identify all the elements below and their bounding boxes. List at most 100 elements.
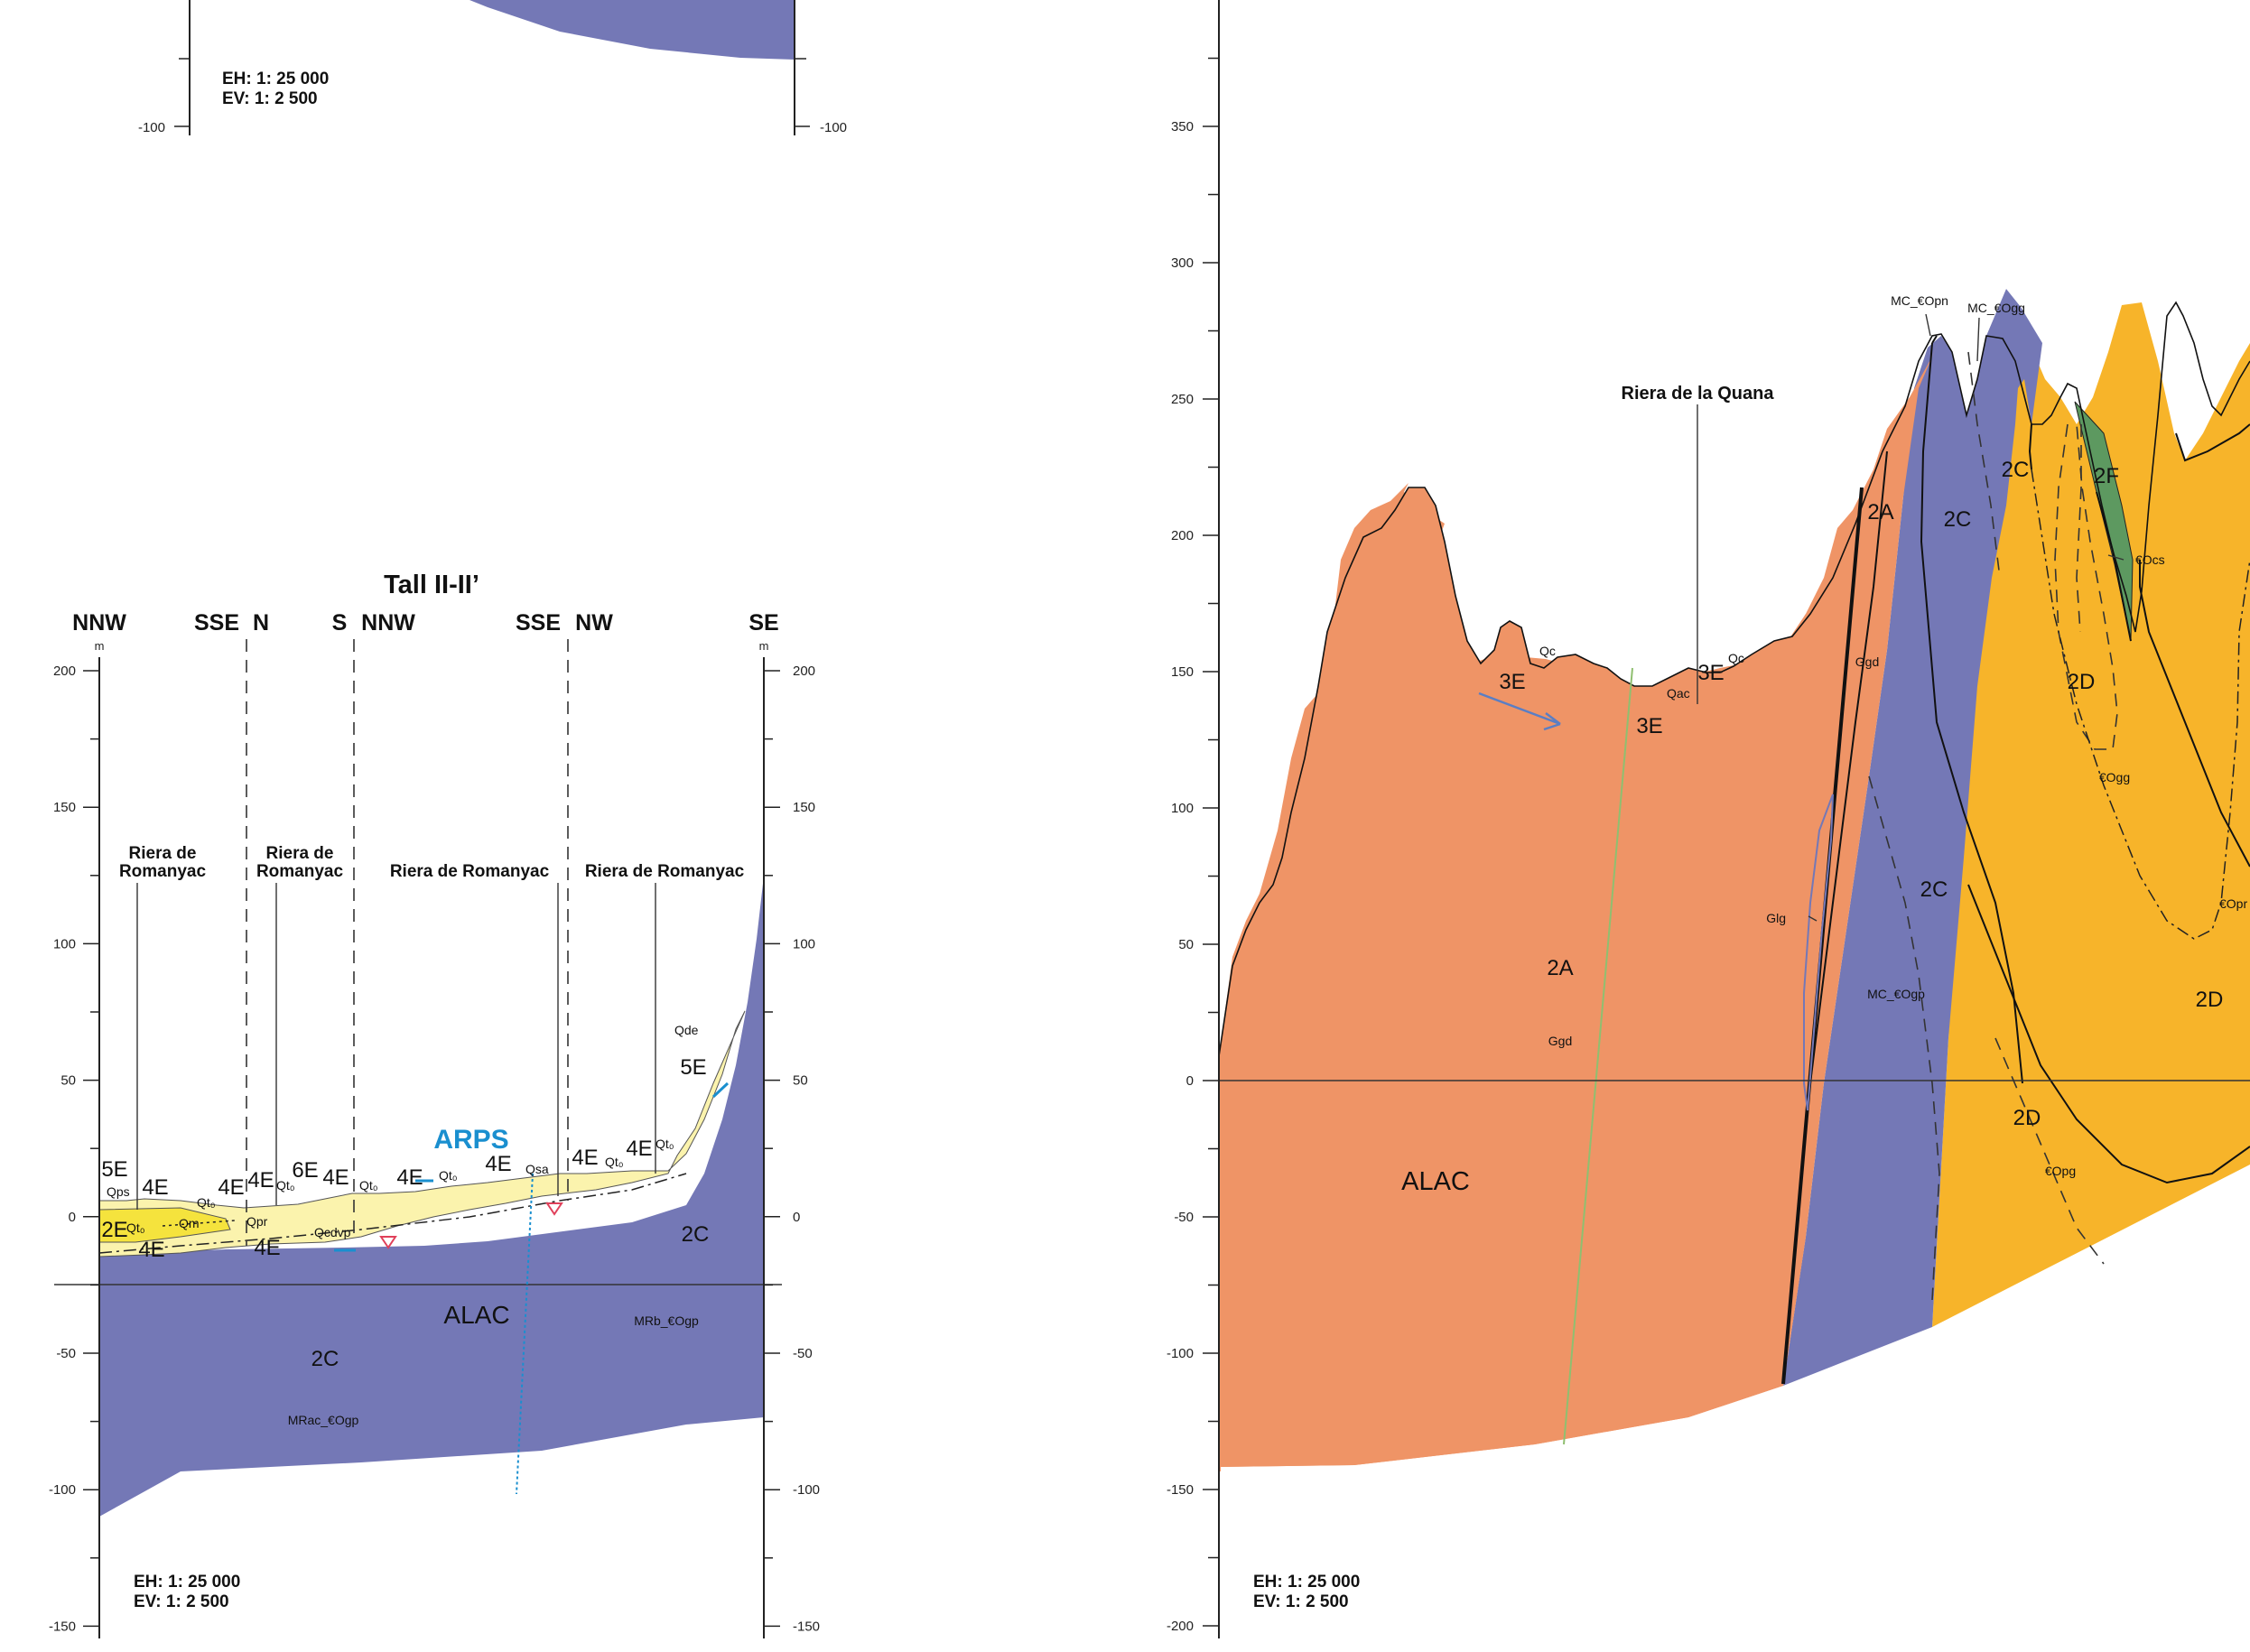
unit-3E-a: 3E [1499,670,1525,694]
left-bedrock-2C [99,876,764,1517]
unit-4E-b: 4E [218,1175,244,1200]
eopg-label: €Opg [2045,1164,2076,1178]
orient-se: SE [748,610,778,636]
stream-romanyac-2a: Riera de [266,844,334,863]
eocs-label: €Ocs [2135,552,2165,567]
right-axis-tick-label: 200 [1171,528,1194,543]
stream-quana-label: Riera de la Quana [1622,384,1775,404]
left-2E-fill [98,1207,231,1243]
eogg-label: €Ogg [2099,770,2130,784]
qt0-label-c: Qt₀ [276,1178,295,1193]
left-tick-label: -50 [56,1346,76,1361]
right-axis-tick-label: -150 [1167,1482,1194,1498]
stream-romanyac-4: Riera de Romanyac [585,862,745,881]
unit-4E-c: 4E [247,1168,274,1193]
left-tick-label: 150 [53,800,76,815]
unit-4E-e: 4E [396,1165,423,1190]
right-tick-label: 100 [793,936,815,951]
qt0-label-d: Qt₀ [359,1178,378,1193]
orient-nw: NW [575,610,613,636]
unit-4E-j: 4E [254,1236,280,1260]
unit-2D-c: 2D [2013,1106,2041,1130]
unit-2C-a: 2C [682,1222,710,1247]
left-tick-label: 100 [53,936,76,951]
right-axis-tick-label: 150 [1171,664,1194,680]
unit-4E-i: 4E [138,1238,164,1262]
qps-label: Qps [107,1184,130,1199]
right-axis-tick-label: 350 [1171,119,1194,135]
qt0-label-b: Qt₀ [197,1195,216,1210]
unit-5E-b: 5E [680,1055,706,1080]
unit-4E-f: 4E [485,1152,511,1176]
right-tick-label: 50 [793,1073,808,1089]
right-tick-label: 0 [793,1210,800,1225]
qc-label-b: Qc [1728,651,1744,665]
unit-6E: 6E [292,1158,318,1183]
left-section: Tall II-II’ NNW SSE N S NNW SSE NW SE m … [49,571,820,1638]
qt0-label-f: Qt₀ [605,1155,624,1169]
top-tick-right: -100 [820,120,847,135]
unit-2F: 2F [2094,464,2119,488]
unit-2C-a: 2C [1944,507,1972,532]
left-tick-label: 200 [53,664,76,679]
right-axis-tick-label: 300 [1171,255,1194,271]
mc-eogg-label: MC_€Ogg [1967,301,2025,315]
right-axis-tick-label: -100 [1167,1346,1194,1361]
right-dashdot-fold [2031,469,2250,940]
right-scale-h: EH: 1: 25 000 [1253,1573,1360,1592]
ggd-label-b: Ggd [1548,1034,1572,1048]
right-axis-tick-label: 100 [1171,801,1194,816]
right-axis-ticks: 350 300 250 200 150 100 50 0 -50 -100 -150 -200 [1167,57,1219,1634]
unit-4E-h: 4E [626,1137,652,1161]
mrac-label: MRac_€Ogp [288,1413,359,1427]
right-axis-tick-label: -200 [1167,1619,1194,1634]
qde-label: Qde [674,1023,699,1037]
right-tick-label: -50 [793,1346,813,1361]
right-main-fault [1781,487,1864,1385]
qpr-label: Qpr [246,1214,268,1229]
orient-sse-2: SSE [516,610,561,636]
qt0-label-a: Qt₀ [126,1220,145,1235]
left-tick-label: 50 [60,1073,76,1089]
unit-3E-c: 3E [1697,661,1724,685]
right-unit-m: m [759,639,769,653]
qac-label: Qac [1667,686,1690,701]
left-dashdot-base [98,1173,687,1254]
left-axis-ticks: 200 200 150 150 100 100 50 50 0 0 -50 -50 -100 -100 -1… [49,664,820,1634]
qcdvp-label: Qcdvp [314,1225,351,1239]
left-scale-h: EH: 1: 25 000 [134,1573,240,1592]
right-axis-tick-label: -50 [1174,1210,1194,1225]
top-partial-bedrock [470,0,795,60]
qm-label: Qm [179,1216,200,1230]
left-unit-m: m [95,639,105,653]
glg-label: Glg [1766,911,1786,925]
right-axis-tick-label: 250 [1171,392,1194,407]
right-tick-label: -150 [793,1619,820,1634]
right-topography-outline [1218,301,2250,1057]
right-2C-slate [1783,289,2042,1386]
right-tick-label: 200 [793,664,815,679]
right-axis-tick-label: 50 [1178,937,1194,952]
unit-ALAC-right: ALAC [1401,1167,1470,1196]
unit-2D-b: 2D [2196,988,2224,1012]
right-2D-yellow [1932,302,2250,1327]
top-partial-section: -100 -100 EH: 1: 25 000 EV: 1: 2 500 [138,0,847,135]
orient-sse-1: SSE [194,610,239,636]
stream-romanyac-3: Riera de Romanyac [390,862,550,881]
eopr-label: €Opr [2219,896,2247,911]
unit-2C-b: 2C [311,1347,339,1371]
top-tick-left: -100 [138,120,165,135]
unit-5E-a: 5E [101,1157,127,1182]
ggd-label-a: Ggd [1855,654,1879,669]
qt0-label-e: Qt₀ [439,1168,458,1183]
stream-romanyac-2b: Romanyac [256,862,344,881]
mc-eogp-label: MC_€Ogp [1867,987,1925,1001]
stream-romanyac-1a: Riera de [129,844,197,863]
qt0-label-g: Qt₀ [655,1137,674,1151]
top-scale-v: EV: 1: 2 500 [222,89,318,108]
mrb-label: MRb_€Ogp [634,1313,699,1328]
right-scale-v: EV: 1: 2 500 [1253,1592,1349,1611]
qc-label-a: Qc [1539,644,1556,658]
unit-4E-d: 4E [322,1165,349,1190]
